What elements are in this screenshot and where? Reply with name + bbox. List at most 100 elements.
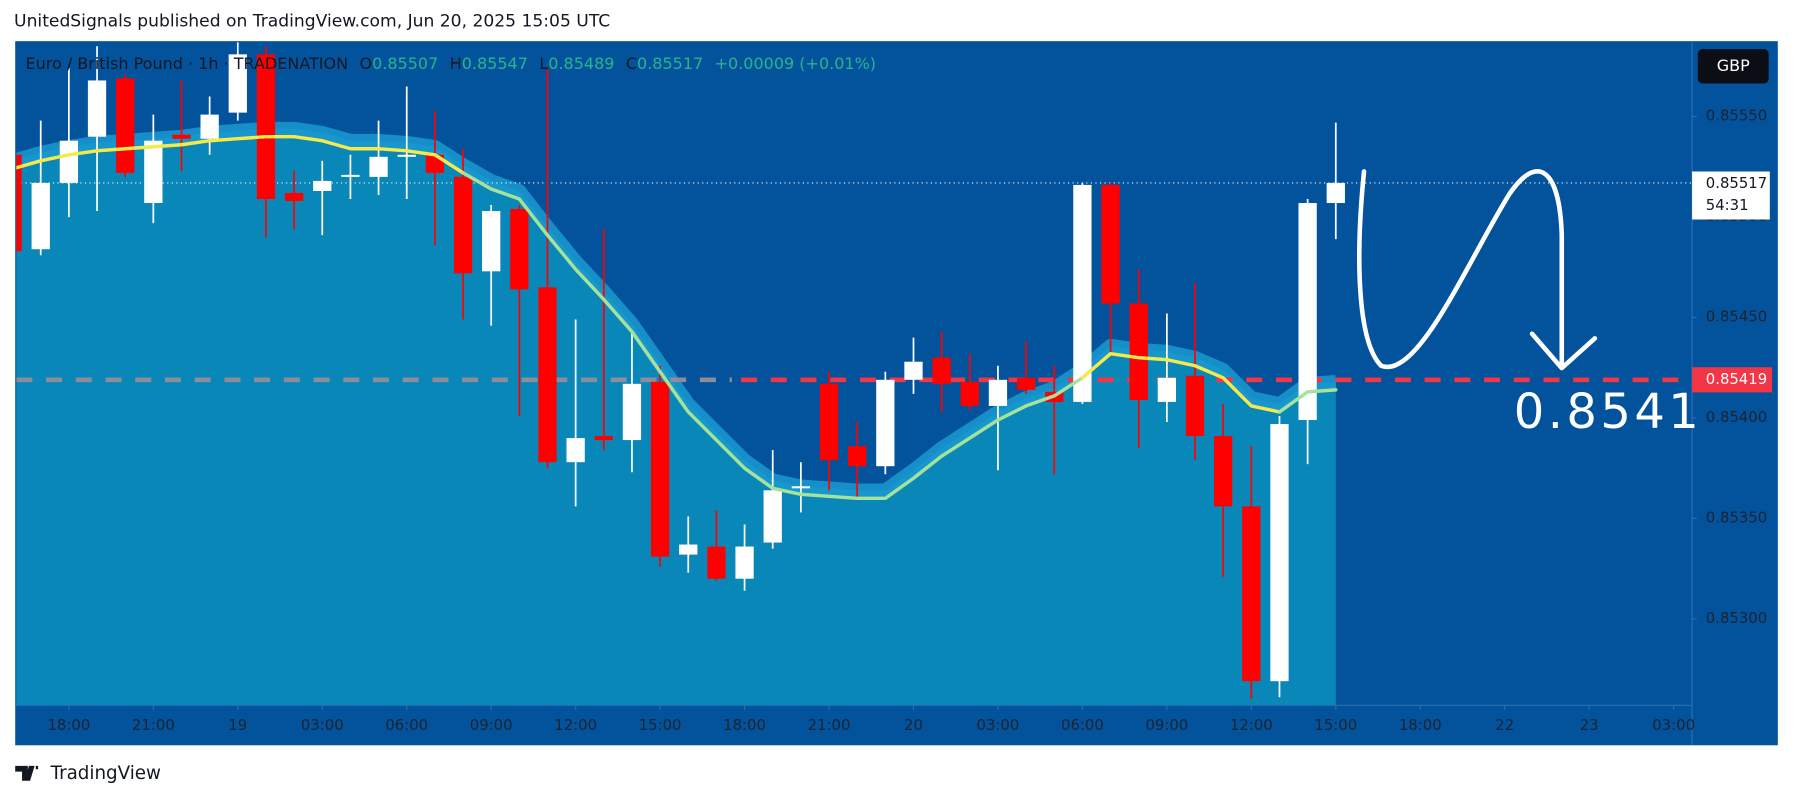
level-price-label: 0.85419 [1706,370,1767,388]
annotation-arrowhead [1529,331,1598,371]
y-tick-label: 0.85350 [1706,508,1767,526]
y-tick-label: 0.85300 [1706,609,1767,627]
x-tick-label: 18:00 [723,716,766,734]
candle-body [1214,436,1233,507]
x-tick-label: 09:00 [470,716,513,734]
candle-body [172,134,191,139]
candle-body [707,546,726,579]
x-tick-label: 09:00 [1145,716,1188,734]
x-tick-label: 03:00 [977,716,1020,734]
legend-close: 0.85517 [637,54,703,73]
y-tick-label: 0.85400 [1706,408,1767,426]
candle-body [791,486,811,489]
candle-body [1073,184,1092,402]
x-tick-label: 21:00 [808,716,851,734]
countdown-label: 54:31 [1706,196,1749,214]
candle-body [538,287,557,463]
candle-body [397,154,416,157]
level-price-box [1692,367,1773,393]
y-tick-label: 0.85550 [1706,107,1767,125]
candle-body [594,436,613,441]
candle-body [482,211,501,272]
axes: 0.853000.853500.854000.854500.855000.855… [47,107,1773,734]
x-tick-label: 23 [1580,716,1599,734]
candle-body [256,54,276,199]
x-tick-label: 03:00 [1652,716,1695,734]
annotation-text: 0.8541 [1514,384,1703,440]
candle-body [650,381,670,557]
plot-area [16,42,1693,706]
candle-body [31,182,50,250]
indicator-band [16,121,1337,498]
candle-body [622,383,642,441]
candle-body [1270,424,1289,682]
candle-body [763,490,782,543]
x-tick-label: 06:00 [385,716,428,734]
legend-l: L [539,54,548,73]
candle-body [1129,303,1148,400]
candle-body [59,140,79,183]
moving-average [1277,388,1338,414]
candle-body [1016,377,1036,390]
x-tick-label: 22 [1495,716,1514,734]
currency-label[interactable]: GBP [1717,56,1750,75]
indicator-area [16,128,1336,706]
candle-body [876,379,895,467]
candle-body [369,156,388,177]
brand-icon [15,765,39,781]
candle-body [1101,184,1120,304]
legend-open: 0.85507 [372,54,438,73]
candle-body [341,174,360,177]
x-tick-label: 19 [228,716,247,734]
candle-body [87,80,107,137]
candle-body [510,209,529,290]
candle-body [904,361,923,380]
candle-body [988,379,1008,406]
moving-average [16,135,465,175]
brand-text: TradingView [50,763,161,784]
legend-low: 0.85489 [548,54,614,73]
legend-o: O [360,54,373,73]
brand-logo: TradingView [15,763,161,784]
x-tick-label: 12:00 [554,716,597,734]
x-tick-label: 12:00 [1230,716,1273,734]
candle-body [566,438,585,463]
candle-body [932,357,951,384]
x-tick-label: 03:00 [301,716,344,734]
candle-body [679,544,698,555]
candle-body [116,78,135,173]
last-price-label: 0.85517 [1706,174,1767,192]
candle-body [960,381,979,406]
legend-c: C [626,54,637,73]
legend-h: H [450,54,462,73]
x-tick-label: 18:00 [47,716,90,734]
y-tick-label: 0.85450 [1706,308,1767,326]
candle-body [1242,506,1261,682]
candle-body [453,176,473,274]
currency-button[interactable] [1697,49,1769,84]
candle-body [1326,182,1345,204]
x-tick-label: 15:00 [639,716,682,734]
candle-body [144,140,163,204]
candle-body [313,180,332,191]
x-tick-label: 20 [904,716,923,734]
candle-body [735,546,754,579]
x-tick-label: 06:00 [1061,716,1104,734]
candle-body [1185,375,1205,437]
candle-body [819,383,839,461]
candle-body [1157,377,1177,402]
x-tick-label: 21:00 [132,716,175,734]
candle-body [1298,203,1317,420]
annotation-curve [1357,169,1565,370]
legend-title: Euro / British Pound · 1h · TRADENATION [25,54,348,73]
candle-body [16,154,22,252]
x-tick-label: 18:00 [1399,716,1442,734]
legend: Euro / British Pound · 1h · TRADENATION O… [25,54,876,73]
candle-body [200,114,219,139]
candle-body [848,446,867,467]
candle-body [284,192,304,202]
x-tick-label: 15:00 [1314,716,1357,734]
moving-average [461,171,1085,501]
